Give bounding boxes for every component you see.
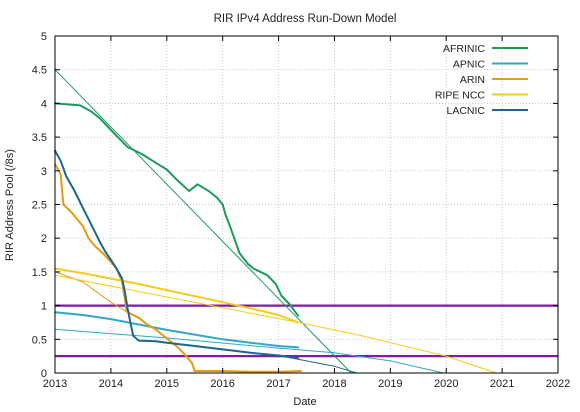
- model-line: [278, 355, 358, 374]
- x-tick-label: 2014: [99, 378, 123, 390]
- legend: AFRINIC APNIC ARIN RIPE NCC LACNIC: [435, 43, 528, 117]
- y-tick-label: 2: [41, 233, 47, 245]
- y-tick-label: 3: [41, 166, 47, 178]
- legend-label: APNIC: [453, 59, 486, 71]
- y-tick-label: 2.5: [32, 200, 47, 212]
- y-tick-label: 0: [41, 368, 47, 380]
- axis-ticks: 2013 2014 2015 2016 2017 2018 2019 2020 2021 2022…: [32, 31, 571, 390]
- y-tick-label: 3.5: [32, 132, 47, 144]
- x-tick-label: 2019: [378, 378, 402, 390]
- y-tick-label: 1: [41, 301, 47, 313]
- x-tick-label: 2015: [155, 378, 179, 390]
- model-line: [54, 69, 352, 374]
- x-tick-label: 2020: [434, 378, 458, 390]
- x-tick-label: 2021: [490, 378, 514, 390]
- series-line-ripe-ncc: [54, 267, 300, 324]
- x-axis-label: Date: [293, 396, 316, 408]
- x-tick-label: 2017: [266, 378, 290, 390]
- x-tick-label: 2013: [43, 378, 67, 390]
- y-tick-label: 4: [41, 98, 47, 110]
- x-tick-label: 2016: [210, 378, 234, 390]
- series-line-afrinic: [54, 102, 300, 317]
- x-tick-label: 2022: [546, 378, 570, 390]
- model-line: [54, 328, 444, 374]
- legend-label: ARIN: [460, 74, 485, 86]
- legend-label: RIPE NCC: [435, 90, 486, 102]
- series-layer: [54, 69, 497, 374]
- model-line: [54, 274, 497, 374]
- y-tick-label: 1.5: [32, 267, 47, 279]
- y-tick-label: 5: [41, 31, 47, 43]
- chart-title: RIR IPv4 Address Run-Down Model: [214, 13, 397, 25]
- x-tick-label: 2018: [322, 378, 346, 390]
- series-line-lacnic: [54, 149, 300, 360]
- y-tick-label: 0.5: [32, 334, 47, 346]
- series-line-apnic: [54, 311, 300, 349]
- y-axis-label: RIR Address Pool (/8s): [4, 149, 16, 261]
- legend-label: AFRINIC: [443, 43, 485, 55]
- reference-lines: [55, 304, 558, 358]
- y-tick-label: 4.5: [32, 65, 47, 77]
- model-line: [54, 271, 129, 313]
- legend-label: LACNIC: [446, 105, 485, 117]
